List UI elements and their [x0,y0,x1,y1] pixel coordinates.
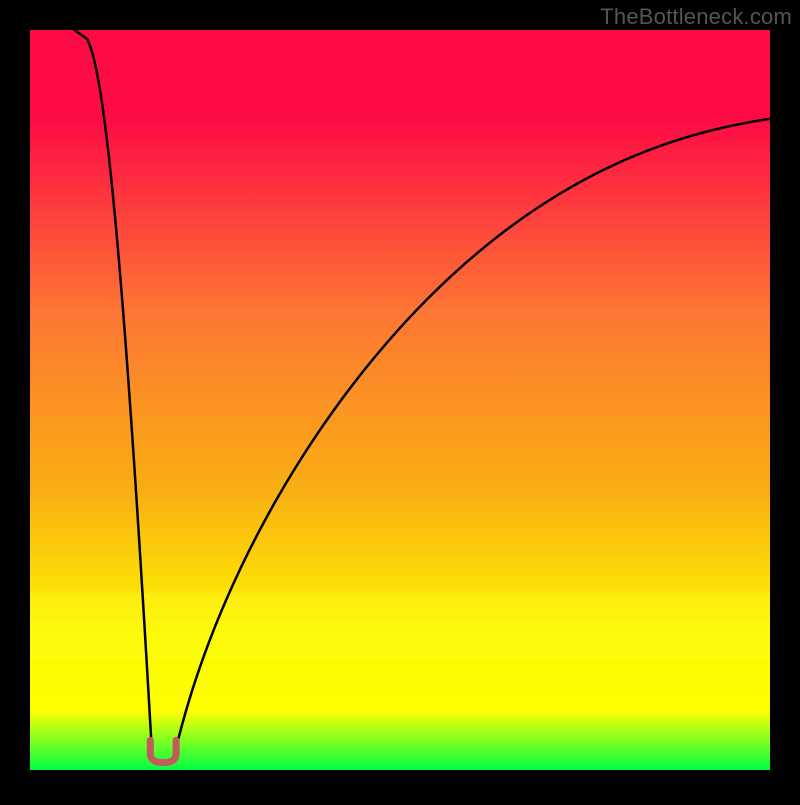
light-strip [30,592,770,659]
chart-svg [0,0,800,800]
bottleneck-chart: TheBottleneck.com [0,0,800,800]
